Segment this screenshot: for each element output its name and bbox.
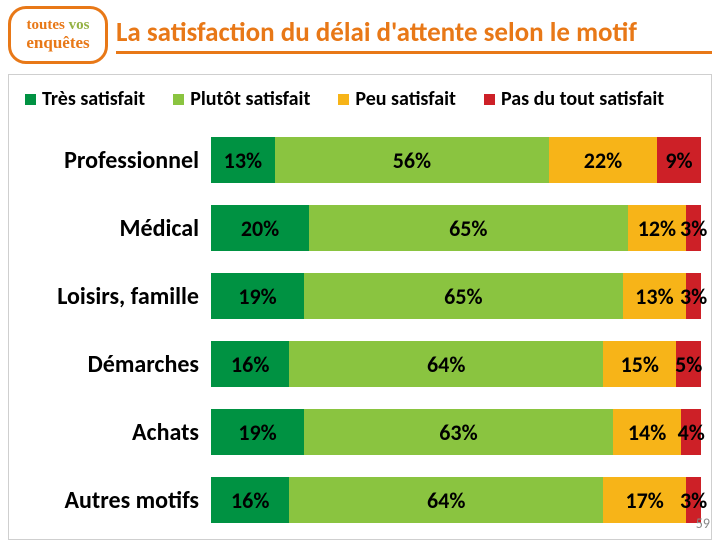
bar-segment: 12% bbox=[628, 205, 687, 251]
legend-swatch bbox=[484, 94, 495, 105]
segment-value: 14% bbox=[628, 419, 666, 446]
legend-item: Pas du tout satisfait bbox=[484, 87, 664, 111]
bar-segment: 22% bbox=[549, 137, 657, 183]
bar-segment: 5% bbox=[676, 341, 701, 387]
segment-value: 5% bbox=[675, 351, 702, 378]
logo-text-b: vos bbox=[69, 17, 90, 33]
stacked-bar: 19% 65% 13% 3% bbox=[211, 273, 701, 319]
bar-segment: 17% bbox=[603, 477, 686, 523]
bar-segment: 19% bbox=[211, 409, 304, 455]
bar-segment: 13% bbox=[211, 137, 275, 183]
row-label: Démarches bbox=[19, 350, 211, 379]
header: toutes vos enquêtes La satisfaction du d… bbox=[8, 6, 712, 64]
segment-value: 9% bbox=[665, 147, 692, 174]
logo: toutes vos enquêtes bbox=[8, 6, 108, 64]
page-title: La satisfaction du délai d'attente selon… bbox=[116, 16, 712, 54]
segment-value: 17% bbox=[625, 487, 663, 514]
row-label: Professionnel bbox=[19, 146, 211, 175]
segment-value: 12% bbox=[638, 215, 676, 242]
bar-rows: Professionnel 13% 56% 22% 9% Médical 20% 65% 12%… bbox=[19, 129, 701, 537]
segment-value: 13% bbox=[224, 147, 262, 174]
segment-value: 64% bbox=[427, 487, 465, 514]
stacked-bar: 16% 64% 15% 5% bbox=[211, 341, 701, 387]
bar-row: Loisirs, famille 19% 65% 13% 3% bbox=[19, 265, 701, 327]
bar-segment: 63% bbox=[304, 409, 613, 455]
segment-value: 22% bbox=[584, 147, 622, 174]
segment-value: 4% bbox=[678, 419, 705, 446]
bar-segment: 19% bbox=[211, 273, 304, 319]
row-label: Autres motifs bbox=[19, 486, 211, 515]
segment-value: 65% bbox=[449, 215, 487, 242]
slide: toutes vos enquêtes La satisfaction du d… bbox=[0, 0, 720, 540]
segment-value: 64% bbox=[427, 351, 465, 378]
segment-value: 3% bbox=[680, 283, 707, 310]
bar-segment: 15% bbox=[603, 341, 677, 387]
legend-item: Très satisfait bbox=[25, 87, 145, 111]
legend-swatch bbox=[25, 94, 36, 105]
bar-segment: 3% bbox=[686, 273, 701, 319]
row-label: Médical bbox=[19, 214, 211, 243]
segment-value: 19% bbox=[238, 419, 276, 446]
segment-value: 13% bbox=[635, 283, 673, 310]
segment-value: 20% bbox=[241, 215, 279, 242]
bar-segment: 3% bbox=[686, 205, 701, 251]
legend-label: Plutôt satisfait bbox=[190, 87, 310, 111]
row-label: Loisirs, famille bbox=[19, 282, 211, 311]
logo-line1: toutes vos bbox=[27, 18, 90, 34]
legend: Très satisfait Plutôt satisfait Peu satisf… bbox=[25, 87, 701, 111]
bar-segment: 14% bbox=[613, 409, 682, 455]
stacked-bar: 16%64%17%3% bbox=[211, 477, 701, 523]
bar-row: Achats 19% 63% 14% 4% bbox=[19, 401, 701, 463]
bar-segment: 13% bbox=[623, 273, 687, 319]
segment-value: 65% bbox=[444, 283, 482, 310]
legend-label: Peu satisfait bbox=[355, 87, 456, 111]
bar-segment: 16% bbox=[211, 341, 289, 387]
segment-value: 15% bbox=[621, 351, 659, 378]
segment-value: 16% bbox=[231, 487, 269, 514]
bar-segment: 65% bbox=[309, 205, 628, 251]
chart-area: Très satisfait Plutôt satisfait Peu satisf… bbox=[8, 74, 712, 540]
stacked-bar: 20% 65% 12% 3% bbox=[211, 205, 701, 251]
bar-segment: 65% bbox=[304, 273, 623, 319]
bar-segment: 64% bbox=[289, 341, 603, 387]
legend-label: Pas du tout satisfait bbox=[501, 87, 664, 111]
bar-segment: 20% bbox=[211, 205, 309, 251]
bar-segment: 4% bbox=[681, 409, 701, 455]
bar-row: Professionnel 13% 56% 22% 9% bbox=[19, 129, 701, 191]
bar-row: Médical 20% 65% 12% 3% bbox=[19, 197, 701, 259]
slide-number: 59 bbox=[696, 515, 710, 532]
bar-row: Démarches 16% 64% 15% 5% bbox=[19, 333, 701, 395]
legend-label: Très satisfait bbox=[42, 87, 145, 111]
segment-value: 19% bbox=[238, 283, 276, 310]
logo-line2: enquêtes bbox=[26, 34, 89, 52]
bar-row: Autres motifs16%64%17%3% bbox=[19, 469, 701, 531]
stacked-bar: 13% 56% 22% 9% bbox=[211, 137, 701, 183]
segment-value: 16% bbox=[231, 351, 269, 378]
segment-value: 3% bbox=[680, 487, 707, 514]
bar-segment: 56% bbox=[275, 137, 549, 183]
row-label: Achats bbox=[19, 418, 211, 447]
logo-text-a: toutes bbox=[27, 17, 69, 33]
legend-swatch bbox=[173, 94, 184, 105]
bar-segment: 9% bbox=[657, 137, 701, 183]
legend-item: Plutôt satisfait bbox=[173, 87, 310, 111]
bar-segment: 16% bbox=[211, 477, 289, 523]
segment-value: 3% bbox=[680, 215, 707, 242]
legend-item: Peu satisfait bbox=[338, 87, 456, 111]
stacked-bar: 19% 63% 14% 4% bbox=[211, 409, 701, 455]
bar-segment: 64% bbox=[289, 477, 603, 523]
segment-value: 56% bbox=[393, 147, 431, 174]
segment-value: 63% bbox=[439, 419, 477, 446]
legend-swatch bbox=[338, 94, 349, 105]
